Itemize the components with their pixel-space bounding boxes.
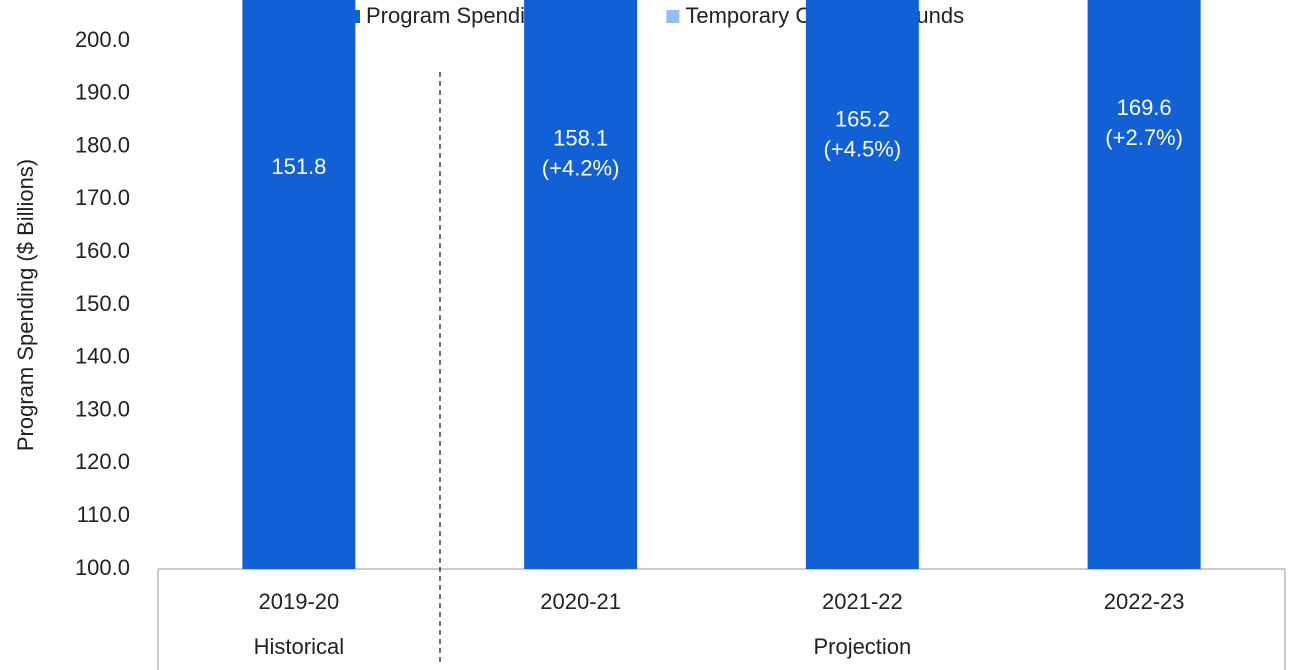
y-tick-label: 100.0 (75, 555, 130, 580)
growth-label: (+4.5%) (824, 137, 902, 162)
x-tick-label: 2019-20 (259, 589, 340, 614)
bar-segment (242, 0, 356, 570)
bar-segment (524, 0, 638, 569)
group-label: Historical (254, 634, 344, 659)
bar-segment (805, 0, 919, 569)
y-tick-label: 190.0 (75, 80, 130, 105)
y-tick-label: 150.0 (75, 291, 130, 316)
y-tick-label: 180.0 (75, 132, 130, 157)
bar-segment (1087, 0, 1201, 570)
y-tick-label: 130.0 (75, 396, 130, 421)
y-tick-label: 110.0 (77, 502, 130, 527)
y-tick-label: 140.0 (75, 344, 130, 369)
x-tick-label: 2021-22 (822, 589, 903, 614)
data-label: 165.2 (835, 107, 890, 132)
data-label: 151.8 (271, 154, 326, 179)
y-tick-label: 170.0 (75, 185, 130, 210)
data-label: 158.1 (553, 125, 608, 150)
y-tick-label: 160.0 (75, 238, 130, 263)
group-label: Projection (813, 634, 911, 659)
y-tick-label: 200.0 (75, 27, 130, 52)
y-axis-label: Program Spending ($ Billions) (13, 159, 38, 451)
x-tick-label: 2022-23 (1104, 589, 1185, 614)
data-label: 169.6 (1117, 95, 1172, 120)
legend-swatch (666, 10, 680, 23)
x-tick-label: 2020-21 (540, 589, 621, 614)
growth-label: (+4.2%) (542, 155, 620, 180)
y-tick-label: 120.0 (75, 449, 130, 474)
growth-label: (+2.7%) (1105, 125, 1183, 150)
